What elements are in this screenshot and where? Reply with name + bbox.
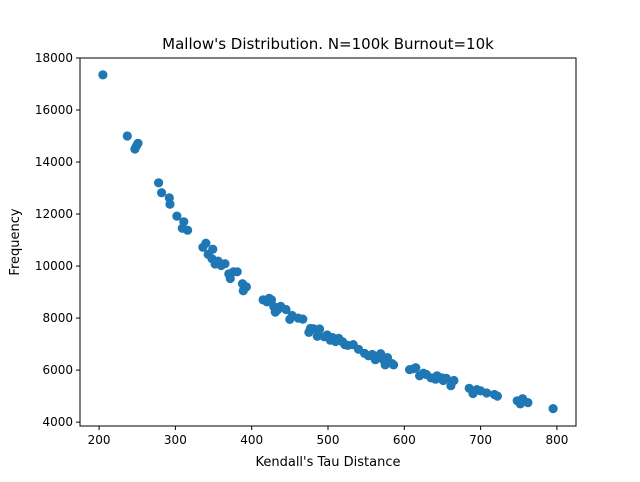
x-tick-label: 600 <box>393 433 416 447</box>
data-point <box>482 388 492 398</box>
data-point <box>241 282 251 292</box>
data-point <box>179 217 189 227</box>
data-point <box>492 391 502 401</box>
y-tick-label: 8000 <box>42 311 73 325</box>
data-point <box>98 70 108 80</box>
data-point <box>389 360 399 370</box>
y-tick-label: 18000 <box>35 51 73 65</box>
y-tick-label: 10000 <box>35 259 73 273</box>
data-point <box>441 373 451 383</box>
points-layer <box>98 70 558 414</box>
x-tick-label: 200 <box>88 433 111 447</box>
data-point <box>208 244 218 254</box>
data-point <box>157 188 167 198</box>
x-tick-label: 400 <box>240 433 263 447</box>
x-axis-label: Kendall's Tau Distance <box>255 455 400 470</box>
data-point <box>380 360 390 370</box>
x-tick-label: 700 <box>469 433 492 447</box>
y-tick-label: 14000 <box>35 155 73 169</box>
data-point <box>548 404 558 414</box>
data-point <box>232 267 242 277</box>
data-point <box>183 225 193 235</box>
data-point <box>172 211 182 221</box>
data-point <box>298 314 308 324</box>
y-tick-label: 16000 <box>35 103 73 117</box>
data-point <box>154 178 164 188</box>
data-point <box>165 199 175 209</box>
x-tick-label: 800 <box>545 433 568 447</box>
y-axis-label: Frequency <box>8 208 23 275</box>
data-point <box>449 375 459 386</box>
data-point <box>281 304 291 315</box>
x-tick-label: 300 <box>164 433 187 447</box>
data-point <box>411 363 421 373</box>
y-tick-label: 4000 <box>42 415 73 429</box>
y-axis-ticks: 4000 6000 8000 10000 12000 14000 16000 18000 <box>35 51 80 429</box>
x-axis-ticks: 200 300 400 500 600 700 800 <box>88 426 568 447</box>
data-point <box>220 259 230 269</box>
x-tick-label: 500 <box>317 433 340 447</box>
data-point <box>312 331 322 341</box>
data-point <box>523 398 533 408</box>
y-tick-label: 6000 <box>42 363 73 377</box>
data-point <box>201 238 211 248</box>
y-tick-label: 12000 <box>35 207 73 221</box>
chart-title: Mallow's Distribution. N=100k Burnout=10… <box>162 35 494 53</box>
data-point <box>122 131 132 141</box>
data-point <box>315 324 325 334</box>
data-point <box>133 138 143 148</box>
